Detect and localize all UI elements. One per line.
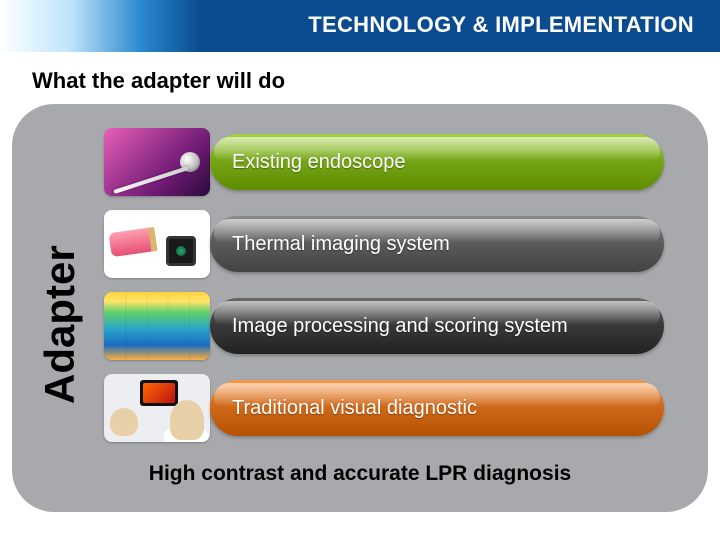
pill-label: Thermal imaging system [232,233,450,256]
rows-container: Existing endoscope Thermal imaging syste… [104,126,664,454]
pill-label: Traditional visual diagnostic [232,397,477,420]
thumb-visual-icon [104,374,210,442]
pill-existing-endoscope: Existing endoscope [210,134,664,190]
page-title: TECHNOLOGY & IMPLEMENTATION [308,12,694,38]
pill-image-processing: Image processing and scoring system [210,298,664,354]
subheading: What the adapter will do [32,68,285,94]
header-gradient [0,0,200,52]
header-banner: TECHNOLOGY & IMPLEMENTATION [0,0,720,52]
row-image-processing: Image processing and scoring system [104,290,664,362]
slide: TECHNOLOGY & IMPLEMENTATION What the ada… [0,0,720,540]
row-existing-endoscope: Existing endoscope [104,126,664,198]
pill-label: Existing endoscope [232,151,405,174]
content-panel: Adapter Existing endoscope Thermal imagi… [12,104,708,512]
thumb-thermal-icon [104,210,210,278]
row-thermal-imaging: Thermal imaging system [104,208,664,280]
pill-traditional-visual: Traditional visual diagnostic [210,380,664,436]
sidebar-label: Adapter [36,245,84,404]
pill-label: Image processing and scoring system [232,315,568,338]
caption: High contrast and accurate LPR diagnosis [12,462,708,486]
row-traditional-visual: Traditional visual diagnostic [104,372,664,444]
pill-thermal-imaging: Thermal imaging system [210,216,664,272]
thumb-processing-icon [104,292,210,360]
thumb-endoscope-icon [104,128,210,196]
